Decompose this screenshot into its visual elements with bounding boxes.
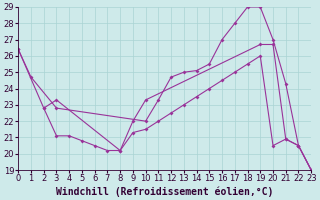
X-axis label: Windchill (Refroidissement éolien,°C): Windchill (Refroidissement éolien,°C) xyxy=(56,186,273,197)
